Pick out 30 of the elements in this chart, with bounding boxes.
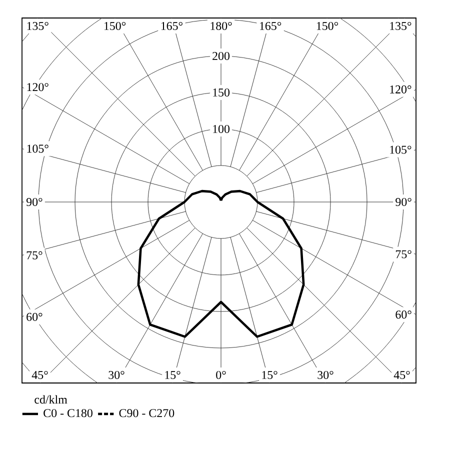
- spoke-label: 150°: [104, 22, 126, 30]
- spoke-label: 120°: [27, 83, 48, 92]
- spoke-label: 30°: [108, 370, 124, 380]
- spoke-label: 15°: [165, 370, 180, 380]
- spoke-label: 90°: [396, 198, 412, 206]
- spoke-label: 90°: [26, 198, 42, 206]
- spoke-label: 120°: [390, 85, 412, 94]
- spoke-label: 165°: [260, 22, 282, 30]
- spoke-label: 15°: [262, 370, 278, 380]
- spoke-label: 30°: [318, 370, 334, 380]
- y-tick-label: 100: [213, 124, 230, 134]
- spoke-label: 135°: [27, 22, 48, 30]
- spoke-label: 180°: [210, 22, 232, 30]
- spoke-label: 45°: [32, 370, 48, 380]
- spoke-label: 0°: [216, 370, 226, 380]
- legend-label: C90 - C270: [119, 409, 174, 418]
- spoke-label: 150°: [316, 22, 338, 30]
- y-tick-label: 200: [212, 52, 230, 60]
- legend-label: C0 - C180: [44, 409, 92, 418]
- spoke-label: 60°: [26, 312, 42, 321]
- spoke-label: 165°: [161, 22, 182, 30]
- spoke-label: 60°: [396, 310, 412, 319]
- spoke-label: 105°: [390, 146, 412, 154]
- spoke-label: 75°: [26, 251, 42, 260]
- spoke-label: 135°: [390, 22, 412, 30]
- spoke-label: 105°: [27, 144, 48, 153]
- spoke-label: 75°: [396, 250, 412, 258]
- y-tick-label: 150: [213, 88, 230, 97]
- spoke-label: 45°: [394, 370, 410, 380]
- text: cd/klm: [34, 395, 68, 404]
